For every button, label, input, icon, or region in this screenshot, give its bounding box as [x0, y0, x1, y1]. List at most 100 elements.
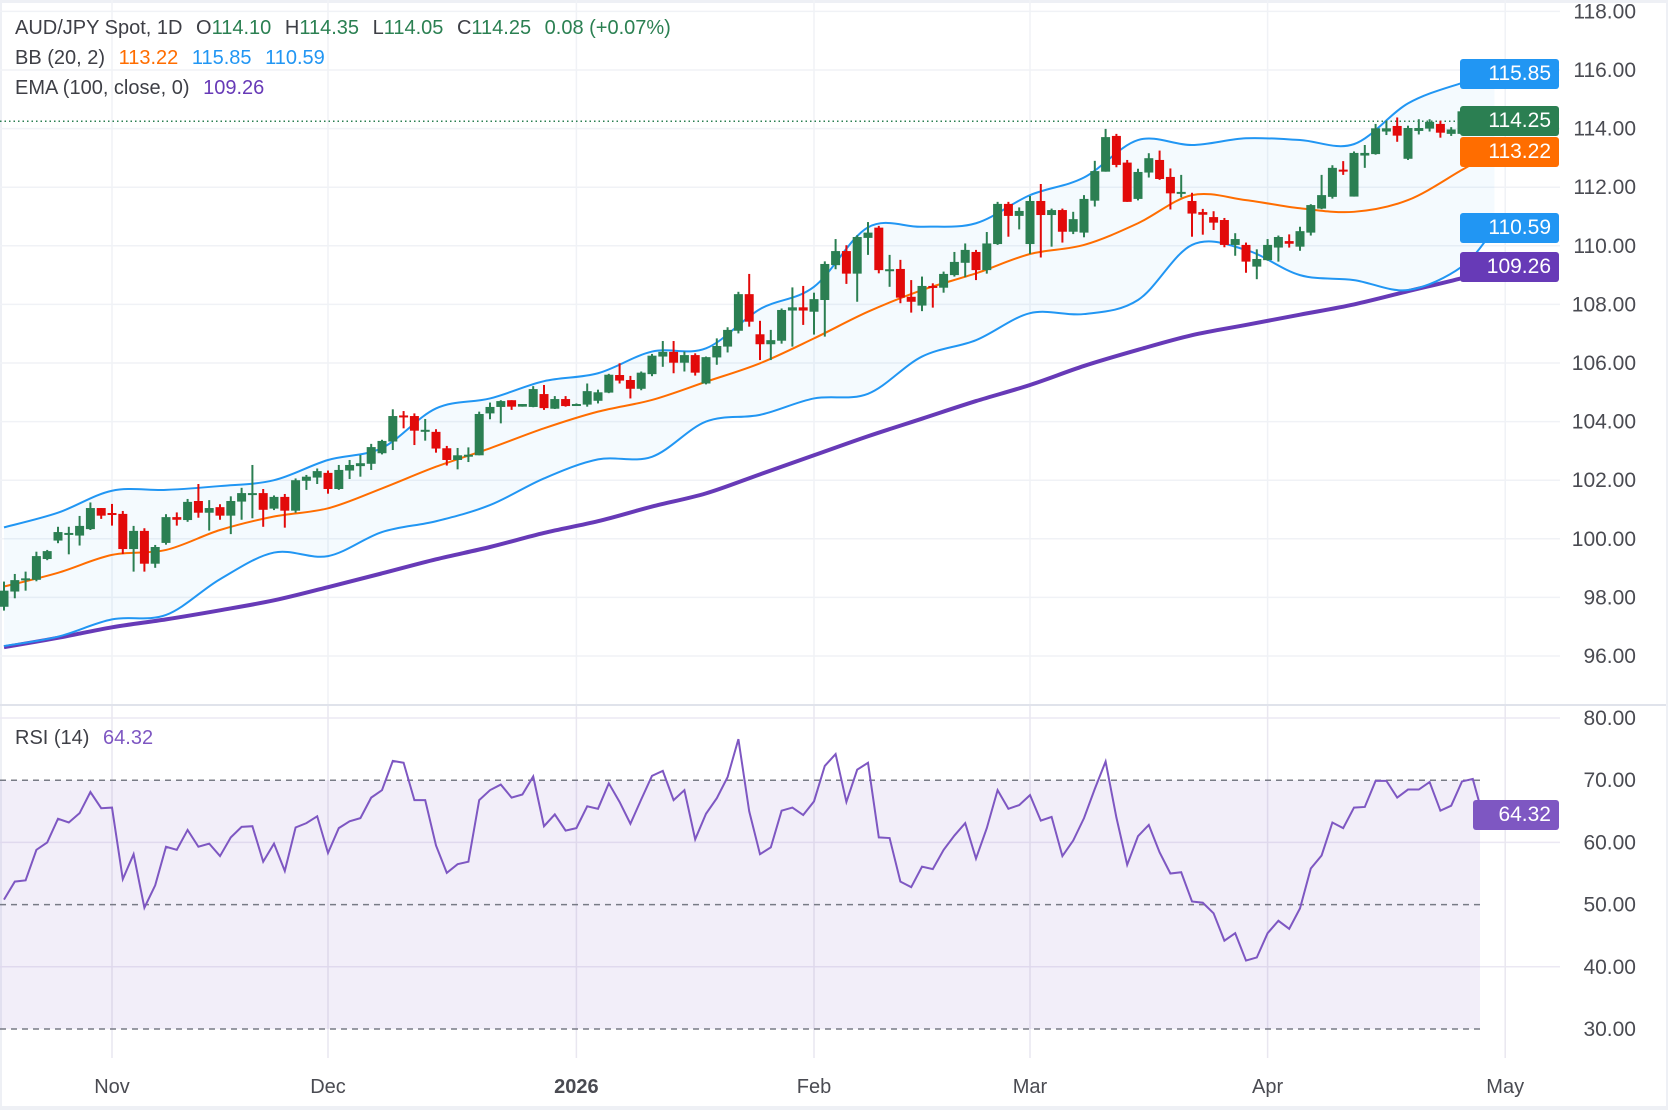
- candle-body: [1144, 158, 1154, 173]
- candle: [463, 447, 473, 463]
- candle: [312, 468, 322, 485]
- candle-body: [1349, 152, 1359, 197]
- rsi-value: 64.32: [103, 727, 154, 749]
- candle-body: [582, 391, 592, 405]
- candle-body: [355, 463, 365, 467]
- candle: [75, 515, 85, 546]
- candle-body: [107, 513, 117, 516]
- candle-body: [766, 340, 776, 345]
- candle: [723, 327, 733, 353]
- low-label: L: [372, 17, 384, 39]
- candle: [658, 341, 668, 367]
- bb-band-fill: [4, 74, 1495, 647]
- candle-body: [820, 263, 830, 301]
- candle: [1392, 117, 1402, 142]
- candle: [496, 400, 506, 424]
- candle: [323, 470, 333, 494]
- candle: [1090, 160, 1100, 207]
- candle-body: [323, 472, 333, 489]
- candle: [420, 418, 430, 441]
- rsi-axis-label: 80.00: [1583, 707, 1636, 730]
- candle-body: [1133, 171, 1143, 199]
- candle-body: [852, 237, 862, 274]
- high-value: 114.35: [299, 17, 359, 39]
- candle: [809, 292, 819, 335]
- candle: [0, 581, 9, 611]
- candle: [237, 487, 247, 520]
- candle-body: [798, 307, 808, 311]
- candle-body: [453, 455, 463, 460]
- candle-body: [474, 413, 484, 456]
- candle-body: [1306, 205, 1316, 233]
- candle-body: [1371, 128, 1381, 155]
- high-label: H: [284, 17, 300, 39]
- candle-body: [906, 296, 916, 302]
- candle: [679, 351, 689, 372]
- candle: [161, 514, 171, 545]
- candle: [1349, 151, 1359, 197]
- candle: [1133, 168, 1143, 201]
- candle: [1014, 207, 1024, 230]
- candle-body: [1241, 244, 1251, 262]
- candle: [885, 254, 895, 287]
- candle: [1111, 133, 1121, 168]
- candle: [399, 411, 409, 429]
- candle: [377, 439, 387, 455]
- candle: [582, 383, 592, 407]
- candle: [820, 261, 830, 337]
- candle: [690, 353, 700, 376]
- candle-body: [269, 496, 279, 509]
- candle: [345, 459, 355, 480]
- candle-body: [345, 464, 355, 471]
- candle: [766, 329, 776, 361]
- candle: [874, 225, 884, 274]
- candle-body: [1414, 128, 1424, 131]
- candle-body: [701, 357, 711, 384]
- candle: [1176, 174, 1186, 198]
- candle-body: [787, 307, 797, 311]
- candle: [787, 287, 797, 347]
- candle: [906, 280, 916, 313]
- candle-body: [75, 525, 85, 536]
- candle: [841, 245, 851, 284]
- candle: [798, 285, 808, 325]
- candle-body: [755, 334, 765, 345]
- candle-body: [1273, 237, 1283, 248]
- candle: [129, 525, 139, 572]
- candle: [733, 291, 743, 334]
- candle-body: [571, 404, 581, 407]
- price-axis-label: 98.00: [1583, 586, 1636, 609]
- candle: [939, 271, 949, 293]
- candle-body: [1435, 123, 1445, 133]
- candle: [85, 502, 95, 531]
- candle-body: [863, 232, 873, 238]
- candle: [1068, 211, 1078, 235]
- candle-body: [1198, 212, 1208, 215]
- candle-body: [1155, 159, 1165, 179]
- candle-body: [1079, 198, 1089, 233]
- bb-legend[interactable]: BB (20, 2) 113.22 115.85 110.59: [15, 47, 333, 70]
- candle-body: [1176, 191, 1186, 194]
- bb-mid-value: 113.22: [118, 47, 179, 69]
- open-label: O: [196, 17, 212, 39]
- candle-body: [388, 416, 398, 442]
- candle-body: [593, 392, 603, 401]
- candle: [647, 353, 657, 377]
- candle: [1187, 192, 1197, 237]
- candle: [334, 464, 344, 490]
- candle: [1338, 161, 1348, 175]
- candle: [1414, 119, 1424, 135]
- candle: [453, 447, 463, 470]
- candle: [53, 526, 63, 544]
- candle-body: [1025, 200, 1035, 245]
- candle-body: [1101, 137, 1111, 172]
- rsi-legend[interactable]: RSI (14) 64.32: [15, 727, 161, 750]
- ema-legend[interactable]: EMA (100, close, 0) 109.26: [15, 77, 272, 100]
- candle-body: [1047, 210, 1057, 216]
- candle-body: [366, 447, 376, 464]
- candle-body: [204, 508, 214, 513]
- candle-body: [1230, 239, 1240, 245]
- candle-body: [1425, 121, 1435, 129]
- candle-body: [172, 517, 182, 520]
